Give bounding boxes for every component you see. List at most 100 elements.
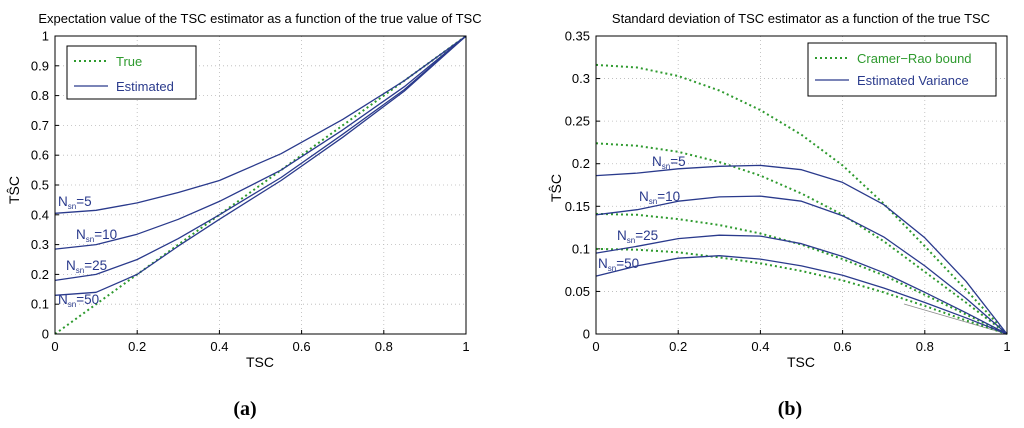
series-label-main: N: [652, 154, 662, 169]
chart-b-ytick-label: 0.3: [572, 71, 590, 86]
chart-a-legend: True Estimated: [66, 45, 197, 100]
series-label-value: =25: [635, 228, 658, 243]
chart-b-grid: [596, 36, 1007, 334]
series-label-sub: sn: [662, 162, 670, 171]
chart-b-xtick-label: 0.4: [751, 339, 769, 354]
series-label-sub: sn: [86, 235, 94, 244]
chart-b-legend-crb-label: Cramer−Rao bound: [857, 51, 972, 66]
chart-b-series-label-2: Nsn=25: [617, 228, 658, 245]
chart-a-legend-true-label: True: [116, 54, 142, 69]
chart-b-ytick-label: 0.2: [572, 156, 590, 171]
series-label-value: =5: [670, 154, 685, 169]
chart-b-ticks: 0 0.2 0.4 0.6 0.8 1 0 0.05 0.1 0.15 0.2 0.25 0.3 0.35: [565, 29, 1011, 355]
chart-b-thin-line: [903, 303, 1008, 335]
chart-a-ytick-label: 0.8: [31, 88, 49, 103]
series-label-main: N: [617, 228, 627, 243]
series-label-main: N: [66, 258, 76, 273]
series-label-sub: sn: [68, 300, 76, 309]
chart-b-legend-estvar-label: Estimated Variance: [857, 73, 969, 88]
series-label-main: N: [58, 292, 68, 307]
chart-b-title: Standard deviation of TSC estimator as a…: [612, 11, 990, 26]
series-label-sub: sn: [608, 264, 616, 273]
series-label-main: N: [598, 256, 608, 271]
chart-b-legend-box: [807, 42, 997, 97]
chart-a-lines: [54, 35, 467, 335]
chart-a-title: Expectation value of the TSC estimator a…: [38, 11, 481, 26]
chart-a-ytick-label: 0.6: [31, 148, 49, 163]
chart-b-series-2-dotted: [595, 212, 1008, 335]
chart-b-legend: Cramer−Rao bound Estimated Variance: [807, 42, 997, 97]
chart-a-legend-estimated-label: Estimated: [116, 79, 174, 94]
chart-a-series-label-1: Nsn=10: [76, 227, 117, 244]
series-label-main: N: [639, 189, 649, 204]
chart-a-ytick-label: 0.3: [31, 237, 49, 252]
chart-a-ytick-label: 0.4: [31, 207, 49, 222]
chart-a-series-3-solid: [54, 35, 467, 282]
chart-b-lines: [595, 63, 1008, 335]
chart-b-series-1-dotted: [595, 142, 1008, 335]
chart-a-ytick-label: 0.2: [31, 267, 49, 282]
chart-b-xtick-label: 0: [592, 339, 599, 354]
chart-b-ytick-label: 0.1: [572, 241, 590, 256]
chart-a-axes-box: [54, 35, 467, 335]
series-label-value: =50: [76, 292, 99, 307]
chart-b-series-5-solid: [595, 195, 1008, 335]
series-label-value: =10: [657, 189, 680, 204]
chart-b-ytick-label: 0.05: [565, 284, 590, 299]
chart-b-ytick-label: 0.25: [565, 114, 590, 129]
chart-b-ytick-label: 0.35: [565, 29, 590, 44]
chart-a-xlabel: TSC: [246, 354, 274, 370]
chart-b-xlabel: TSC: [787, 354, 815, 370]
chart-b-ylabel: TŜC: [548, 174, 564, 202]
chart-b-series-label-1: Nsn=10: [639, 189, 680, 206]
series-label-value: =5: [76, 194, 91, 209]
chart-a-xtick-label: 1: [462, 339, 469, 354]
chart-a-series-label-0: Nsn=5: [58, 194, 92, 211]
chart-b-series-label-0: Nsn=5: [652, 154, 686, 171]
chart-a-xtick-label: 0.6: [293, 339, 311, 354]
chart-a-ytick-label: 0: [42, 327, 49, 342]
series-label-value: =50: [616, 256, 639, 271]
chart-a-series-label-3: Nsn=50: [58, 292, 99, 309]
chart-b-panel-label: (b): [778, 398, 802, 420]
chart-b-series-0-dotted: [595, 63, 1008, 335]
series-label-sub: sn: [68, 202, 76, 211]
chart-a-series-2-solid: [54, 35, 467, 250]
series-label-value: =25: [84, 258, 107, 273]
chart-a-ylabel: TŜC: [6, 176, 22, 204]
chart-a-ytick-label: 0.9: [31, 58, 49, 73]
series-label-sub: sn: [627, 236, 635, 245]
chart-a-ticks: 0 0.2 0.4 0.6 0.8 1 0 0.1 0.2 0.3 0.4 0.5 0.6 0.7 0.8 0…: [31, 29, 470, 355]
chart-b-series-label-3: Nsn=50: [598, 256, 639, 273]
chart-a-xtick-label: 0.2: [128, 339, 146, 354]
chart-a-ytick-label: 1: [42, 29, 49, 44]
chart-b-series-4-solid: [595, 164, 1008, 335]
series-label-main: N: [58, 194, 68, 209]
chart-a-legend-box: [66, 45, 197, 100]
chart-b-series-7-solid: [595, 255, 1008, 335]
chart-b-xtick-label: 0.8: [916, 339, 934, 354]
series-label-value: =10: [94, 227, 117, 242]
chart-b-ytick-label: 0: [583, 327, 590, 342]
chart-b-xtick-label: 1: [1003, 339, 1010, 354]
chart-a-series-label-2: Nsn=25: [66, 258, 107, 275]
chart-a-ytick-label: 0.7: [31, 118, 49, 133]
chart-a-series-1-solid: [54, 35, 467, 214]
chart-a-xtick-label: 0.4: [210, 339, 228, 354]
series-label-sub: sn: [76, 266, 84, 275]
chart-b-axes-box: [595, 35, 1008, 335]
series-label-main: N: [76, 227, 86, 242]
chart-a-panel-label: (a): [233, 398, 256, 420]
chart-b: Standard deviation of TSC estimator as a…: [548, 11, 1011, 420]
chart-b-xtick-label: 0.2: [669, 339, 687, 354]
chart-a-ytick-label: 0.1: [31, 297, 49, 312]
chart-b-ytick-label: 0.15: [565, 199, 590, 214]
chart-a-series-4-solid: [54, 35, 467, 296]
series-label-sub: sn: [649, 197, 657, 206]
chart-a-xtick-label: 0: [51, 339, 58, 354]
chart-a-xtick-label: 0.8: [375, 339, 393, 354]
chart-a: Expectation value of the TSC estimator a…: [6, 11, 482, 420]
